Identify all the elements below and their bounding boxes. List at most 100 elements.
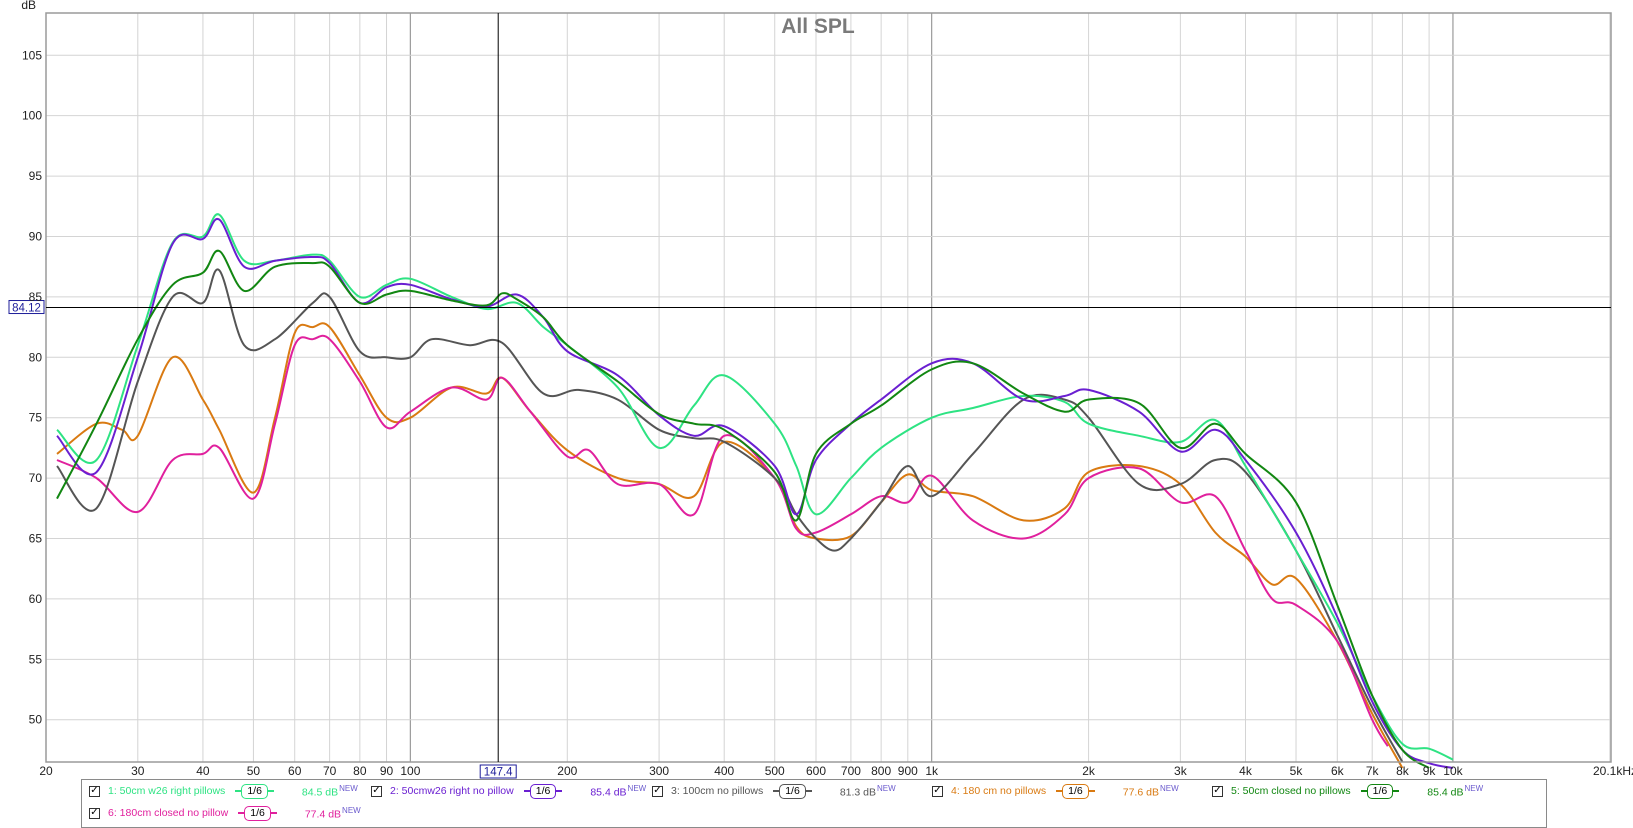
legend-label: 4: 180 cm no pillows: [951, 785, 1047, 797]
y-tick-label: 75: [29, 411, 43, 425]
legend-label: 5: 50cm closed no pillows: [1231, 785, 1351, 797]
smoothing-value: 1/6: [1366, 783, 1394, 799]
series-layer: [56, 213, 1454, 769]
x-tick-label: 2k: [1082, 764, 1096, 778]
legend-entry[interactable]: ✓ 1: 50cm w26 right pillows 1/6 84.5 dBNEW: [89, 782, 358, 800]
new-badge: NEW: [877, 783, 896, 793]
x-tick-label: 5k: [1290, 764, 1304, 778]
new-badge: NEW: [342, 805, 361, 815]
legend-checkbox[interactable]: ✓: [932, 785, 943, 797]
x-tick-label: 40: [196, 764, 210, 778]
x-tick-label: 1k: [925, 764, 939, 778]
series-line: [56, 334, 1389, 747]
plot-frame: [45, 12, 1612, 763]
legend-line-swatch: [267, 790, 274, 792]
legend-entry[interactable]: ✓ 6: 180cm closed no pillow 1/6 77.4 dBNEW: [89, 804, 361, 822]
smoothing-value: 1/6: [1062, 783, 1089, 799]
legend-line-swatch: [523, 790, 530, 792]
cursor-y-value: 84.12: [12, 303, 41, 315]
new-badge: NEW: [1464, 783, 1484, 793]
grid-lines: [46, 13, 1611, 762]
x-tick-label: 400: [714, 764, 734, 778]
y-tick-label: 50: [29, 713, 43, 727]
legend-entry[interactable]: ✓ 5: 50cm closed no pillows 1/6 85.4 dBNEW: [1212, 782, 1483, 800]
legend-line-swatch: [556, 790, 563, 792]
x-tick-label: 100: [400, 764, 420, 778]
x-tick-label: 10k: [1443, 764, 1463, 778]
legend-label: 2: 50cmw26 right no pillow: [390, 785, 514, 797]
legend-line-swatch: [1393, 790, 1400, 792]
x-tick-label: 90: [380, 764, 394, 778]
legend-label: 6: 180cm closed no pillow: [108, 807, 229, 819]
smoothing-value: 1/6: [779, 783, 806, 799]
y-tick-label: 85: [29, 290, 43, 304]
smoothing-selector[interactable]: 1/6: [235, 783, 274, 799]
smoothing-selector[interactable]: 1/6: [523, 783, 563, 799]
cursor-y-box: [8, 300, 45, 315]
legend-checkbox[interactable]: ✓: [89, 807, 100, 819]
x-tick-label: 500: [765, 764, 785, 778]
spl-chart[interactable]: 84.12 147.4 50 55 60 65 70 75 80 85 90 95 100 105 20 3…: [0, 0, 1633, 780]
y-tick-label: 100: [22, 109, 42, 123]
legend-level: 84.5 dBNEW: [301, 783, 358, 799]
smoothing-value: 1/6: [529, 783, 557, 799]
series-line: [56, 268, 1404, 763]
cursor-x-value: 147.4: [484, 767, 513, 779]
legend-line-swatch: [238, 812, 245, 814]
y-tick-label: 105: [22, 48, 42, 62]
legend: ✓ 1: 50cm w26 right pillows 1/6 84.5 dBNEW ✓…: [81, 779, 1547, 828]
legend-label: 1: 50cm w26 right pillows: [108, 785, 226, 797]
legend-line-swatch: [1360, 790, 1367, 792]
legend-level: 77.6 dBNEW: [1122, 783, 1179, 799]
legend-checkbox[interactable]: ✓: [1212, 785, 1223, 797]
x-tick-label: 30: [131, 764, 145, 778]
x-tick-label: 7k: [1366, 764, 1380, 778]
new-badge: NEW: [1159, 783, 1179, 793]
smoothing-value: 1/6: [241, 783, 268, 799]
smoothing-selector[interactable]: 1/6: [1056, 783, 1095, 799]
x-tick-label: 70: [323, 764, 337, 778]
x-tick-label: 3k: [1174, 764, 1188, 778]
x-tick-label: 80: [353, 764, 367, 778]
legend-checkbox[interactable]: ✓: [652, 785, 663, 797]
x-tick-label: 8k: [1396, 764, 1410, 778]
legend-line-swatch: [1056, 790, 1063, 792]
legend-line-swatch: [773, 790, 780, 792]
x-tick-label: 6k: [1331, 764, 1345, 778]
chart-title: All SPL: [781, 15, 855, 38]
x-tick-label: 900: [898, 764, 918, 778]
crosshair-cursor[interactable]: 84.12 147.4: [8, 13, 1611, 779]
y-tick-label: 90: [29, 229, 43, 243]
cursor-x-box: [479, 764, 517, 779]
y-tick-label: 55: [29, 652, 43, 666]
legend-entry[interactable]: ✓ 3: 100cm no pillows 1/6 81.3 dBNEW: [652, 782, 896, 800]
series-line: [56, 217, 1454, 769]
y-tick-label: 65: [29, 532, 43, 546]
legend-line-swatch: [235, 790, 242, 792]
legend-level: 77.4 dBNEW: [304, 805, 361, 821]
series-line: [56, 249, 1430, 769]
x-tick-label: 700: [841, 764, 861, 778]
legend-entry[interactable]: ✓ 2: 50cmw26 right no pillow 1/6 85.4 dBNEW: [371, 782, 646, 800]
smoothing-selector[interactable]: 1/6: [1360, 783, 1400, 799]
x-tick-label: 600: [806, 764, 826, 778]
x-tick-label: 800: [871, 764, 891, 778]
legend-checkbox[interactable]: ✓: [371, 785, 382, 797]
x-tick-label: 300: [649, 764, 669, 778]
new-badge: NEW: [627, 783, 647, 793]
smoothing-selector[interactable]: 1/6: [773, 783, 812, 799]
x-tick-label: 4k: [1239, 764, 1253, 778]
legend-checkbox[interactable]: ✓: [89, 785, 100, 797]
x-tick-label: 9k: [1423, 764, 1437, 778]
x-tick-label: 20: [39, 764, 53, 778]
y-tick-label: 70: [29, 471, 43, 485]
x-tick-label: 60: [288, 764, 302, 778]
legend-entry[interactable]: ✓ 4: 180 cm no pillows 1/6 77.6 dBNEW: [932, 782, 1179, 800]
smoothing-selector[interactable]: 1/6: [238, 805, 277, 821]
y-tick-label: 95: [29, 169, 43, 183]
y-tick-label: 80: [29, 350, 43, 364]
series-line: [56, 322, 1404, 769]
legend-line-swatch: [270, 812, 277, 814]
legend-level: 85.4 dBNEW: [1427, 783, 1484, 799]
new-badge: NEW: [339, 783, 358, 793]
